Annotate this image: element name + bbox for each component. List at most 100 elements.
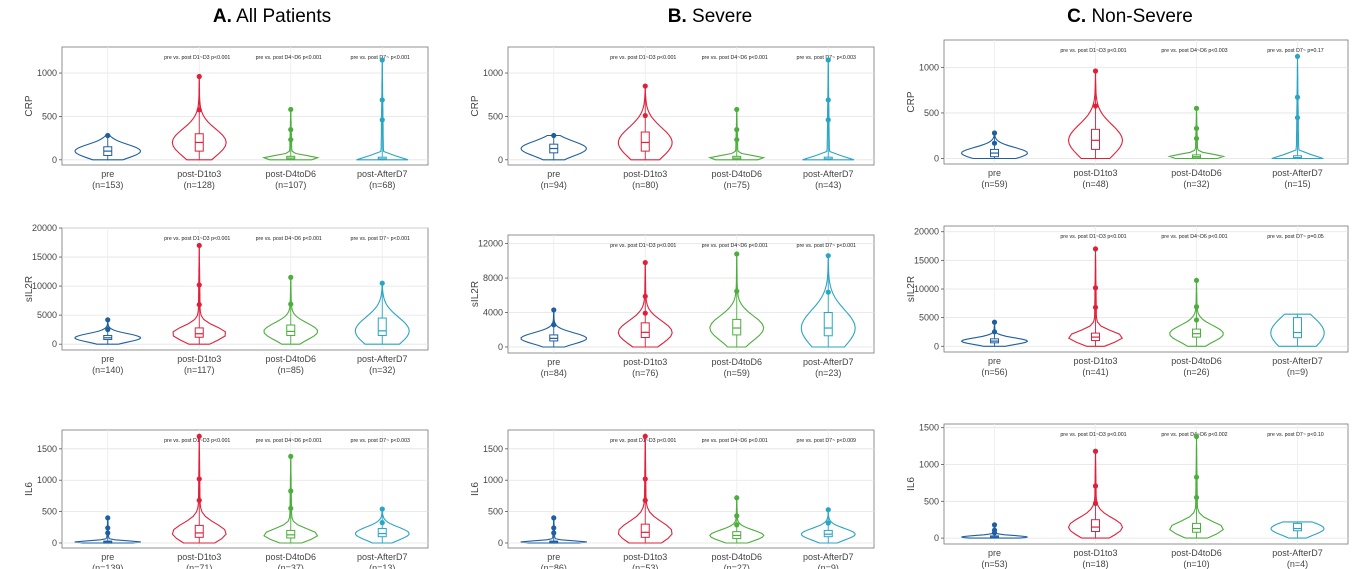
violin-box: [640, 131, 650, 152]
sample-size-label: (n=32): [369, 365, 395, 375]
x-tick-label: post-AfterD7: [357, 169, 408, 179]
outlier-point: [196, 497, 202, 503]
outlier-point: [196, 282, 202, 288]
significance-annotation: pre vs. post D7~ p<0.009: [797, 438, 857, 444]
violin-box: [732, 318, 742, 336]
violin-panel: 0 500 1000 CRP pre vs. post D1~D3 p<0.001 pre…: [470, 46, 875, 190]
x-tick-label: pre: [547, 169, 560, 179]
outlier-point: [1092, 103, 1099, 109]
violin-box: [194, 327, 204, 338]
y-axis-label: IL6: [24, 482, 35, 496]
y-axis-label: IL6: [906, 477, 917, 491]
x-tick-label: post-AfterD7: [357, 552, 408, 562]
y-tick-label: 1500: [483, 444, 503, 454]
sample-size-label: (n=76): [632, 368, 658, 378]
outlier-point: [551, 307, 557, 313]
outlier-point: [1294, 53, 1301, 60]
significance-annotation: pre vs. post D4~D6 p<0.001: [256, 55, 322, 61]
sample-size-label: (n=53): [981, 559, 1007, 569]
panel-frame: [61, 227, 429, 351]
x-tick-label: pre: [547, 357, 560, 367]
y-tick-label: 1500: [37, 444, 57, 454]
outlier-point: [642, 497, 648, 503]
column-letter: B.: [667, 6, 687, 27]
outlier-point: [288, 488, 294, 494]
violin-box: [1293, 522, 1302, 532]
outlier-point: [642, 259, 648, 266]
outlier-point: [288, 137, 294, 143]
panel-frame: [507, 429, 875, 549]
y-tick-label: 500: [488, 111, 503, 121]
x-tick-label: post-D4toD6: [1171, 548, 1222, 558]
outlier-point: [1193, 277, 1200, 284]
panel-frame: [507, 234, 875, 354]
y-tick-label: 12000: [478, 239, 503, 249]
y-tick-label: 5000: [919, 313, 939, 323]
outlier-point: [379, 280, 385, 286]
violin-shape: [1270, 313, 1325, 347]
outlier-point: [196, 476, 202, 482]
outlier-point: [825, 97, 831, 103]
significance-annotation: pre vs. post D1~D3 p<0.001: [1060, 432, 1126, 438]
y-tick-label: 10000: [32, 281, 57, 291]
sample-size-label: (n=140): [92, 365, 123, 375]
outlier-point: [642, 293, 648, 299]
outlier-point: [825, 289, 831, 295]
sample-size-label: (n=59): [981, 179, 1007, 189]
outlier-point: [288, 505, 294, 511]
sample-size-label: (n=75): [724, 180, 750, 190]
violin-box: [823, 529, 833, 538]
y-tick-label: 0: [498, 538, 503, 548]
outlier-point: [1294, 94, 1301, 100]
violin-panel: 0 500 1000 CRP pre vs. post D1~D3 p<0.001 pre…: [24, 46, 429, 190]
column-title-non-severe: C. Non-Severe: [910, 6, 1350, 28]
sample-size-label: (n=41): [1082, 367, 1108, 377]
outlier-point: [734, 127, 740, 133]
sample-size-label: (n=27): [724, 563, 750, 569]
outlier-point: [734, 513, 740, 519]
y-axis-label: sIL2R: [24, 276, 35, 302]
violin-box: [640, 523, 650, 538]
outlier-point: [196, 242, 202, 249]
outlier-point: [1193, 304, 1200, 310]
sample-size-label: (n=23): [815, 368, 841, 378]
sample-size-label: (n=37): [278, 563, 304, 569]
x-tick-label: post-AfterD7: [1272, 356, 1323, 366]
panel-frame: [943, 423, 1349, 545]
y-axis-label: sIL2R: [906, 276, 917, 302]
y-tick-label: 20000: [914, 227, 939, 237]
violin-box: [377, 317, 387, 336]
y-axis-label: IL6: [470, 482, 481, 496]
significance-annotation: pre vs. post D1~D3 p<0.001: [1060, 48, 1126, 54]
significance-annotation: pre vs. post D4~D6 p<0.001: [702, 243, 768, 249]
sample-size-label: (n=59): [724, 368, 750, 378]
outlier-point: [991, 130, 998, 136]
outlier-point: [642, 112, 648, 119]
significance-annotation: pre vs. post D7~ p=0.05: [1267, 234, 1324, 240]
outlier-point: [991, 140, 998, 146]
violin-shape: [1270, 521, 1325, 539]
outlier-point: [825, 507, 831, 513]
x-tick-label: post-D1to3: [1073, 356, 1117, 366]
y-axis-label: CRP: [470, 95, 481, 116]
significance-annotation: pre vs. post D1~D3 p<0.001: [610, 55, 676, 61]
significance-annotation: pre vs. post D7~ p<0.10: [1267, 432, 1324, 438]
violin-panel: 0 500 1000 1500 IL6 pre vs. post D1~D3 p<0.00…: [906, 423, 1349, 569]
outlier-point: [1193, 433, 1200, 440]
significance-annotation: pre vs. post D4~D6 p<0.001: [702, 438, 768, 444]
x-tick-label: post-AfterD7: [803, 552, 854, 562]
significance-annotation: pre vs. post D1~D3 p<0.001: [164, 55, 230, 61]
sample-size-label: (n=53): [632, 563, 658, 569]
y-tick-label: 0: [52, 155, 57, 165]
violin-panel: 0 4000 8000 12000 sIL2R pre vs. post D1~D3 p<…: [470, 234, 875, 378]
sample-size-label: (n=85): [278, 365, 304, 375]
x-tick-label: post-D1to3: [623, 357, 667, 367]
x-tick-label: pre: [988, 356, 1001, 366]
outlier-point: [551, 515, 557, 521]
sample-size-label: (n=13): [369, 563, 395, 569]
y-tick-label: 1000: [919, 62, 939, 72]
x-tick-label: post-D1to3: [177, 552, 221, 562]
x-tick-label: post-D4toD6: [1171, 356, 1222, 366]
sample-size-label: (n=94): [541, 180, 567, 190]
column-title-text: Severe: [692, 6, 753, 27]
